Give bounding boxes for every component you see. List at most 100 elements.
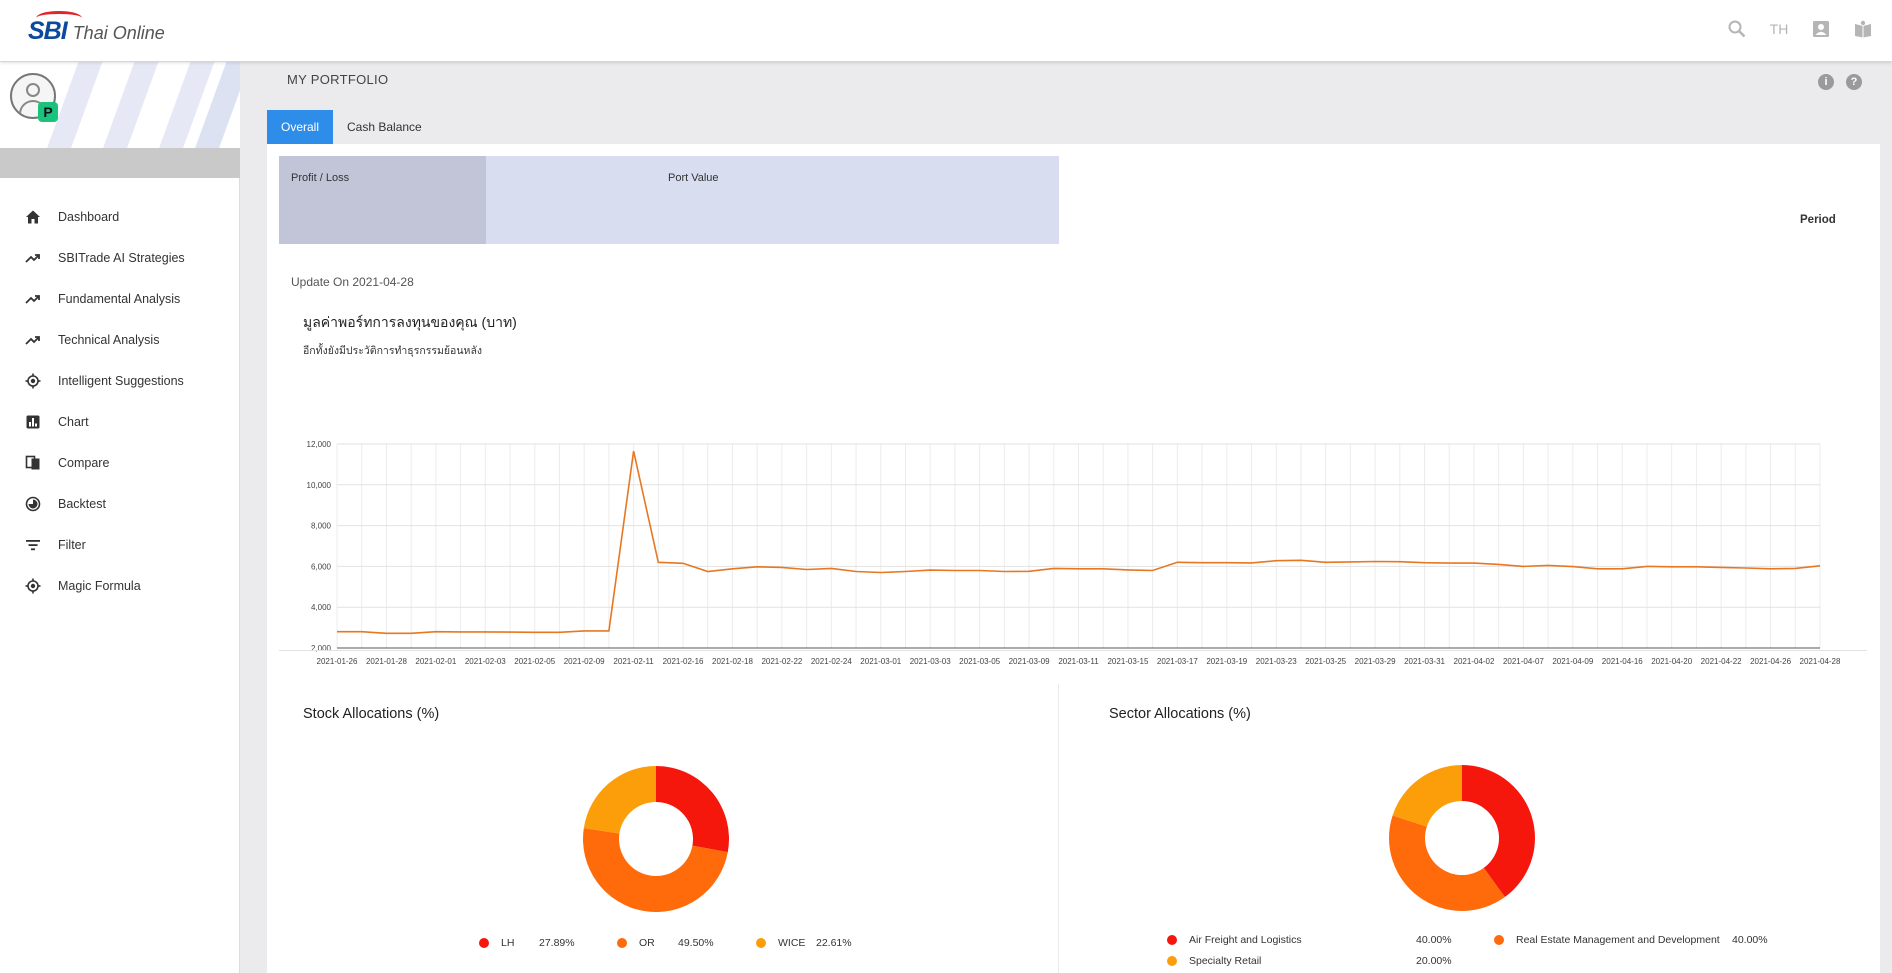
- user-card-icon[interactable]: [1810, 18, 1832, 40]
- main-content: MY PORTFOLIO i ? Overall Cash Balance Pr…: [240, 62, 1892, 973]
- legend-item[interactable]: Air Freight and Logistics 40.00%: [1167, 934, 1452, 946]
- donut-slice-real-estate-management-and-development[interactable]: [1389, 815, 1505, 911]
- legend-value: 40.00%: [1732, 934, 1768, 946]
- trend-icon: [24, 290, 42, 308]
- donut-slice-specialty-retail[interactable]: [1392, 765, 1462, 827]
- y-tick-label: 8,000: [311, 522, 332, 531]
- sidebar-item-dashboard[interactable]: Dashboard: [0, 196, 240, 237]
- search-icon[interactable]: [1726, 18, 1748, 40]
- target-icon: [24, 577, 42, 595]
- page-title: MY PORTFOLIO: [287, 72, 389, 87]
- sidebar-item-magic-formula[interactable]: Magic Formula: [0, 565, 240, 606]
- donut-slice-air-freight-and-logistics[interactable]: [1462, 765, 1535, 898]
- page-help-actions: i ?: [1818, 74, 1862, 90]
- chart-subtitle: อีกทั้งยังมีประวัติการทำธุรกรรมย้อนหลัง: [303, 345, 483, 357]
- x-tick-label: 2021-02-09: [564, 657, 605, 666]
- language-toggle[interactable]: TH: [1769, 21, 1789, 37]
- legend-item[interactable]: Specialty Retail 20.00%: [1167, 955, 1452, 967]
- bar-chart-icon: [24, 413, 42, 431]
- sidebar-item-ai-strategies[interactable]: SBITrade AI Strategies: [0, 237, 240, 278]
- donut-slice-lh[interactable]: [656, 766, 729, 853]
- legend-dot: [1167, 956, 1177, 966]
- legend-dot: [1167, 935, 1177, 945]
- x-tick-label: 2021-03-23: [1256, 657, 1297, 666]
- x-tick-label: 2021-02-22: [761, 657, 802, 666]
- legend-label: WICE: [778, 937, 806, 949]
- legend-label: LH: [501, 937, 515, 949]
- x-tick-label: 2021-03-11: [1058, 657, 1099, 666]
- info-icon[interactable]: i: [1818, 74, 1834, 90]
- legend-item[interactable]: LH 27.89%: [479, 937, 575, 949]
- x-tick-label: 2021-04-20: [1651, 657, 1692, 666]
- x-tick-label: 2021-03-01: [860, 657, 901, 666]
- section-divider: [279, 650, 1867, 651]
- tab-cash-balance[interactable]: Cash Balance: [347, 120, 422, 134]
- filter-icon: [24, 536, 42, 554]
- x-tick-label: 2021-03-15: [1107, 657, 1148, 666]
- legend-dot: [479, 938, 489, 948]
- sidebar-nav: Dashboard SBITrade AI Strategies Fundame…: [0, 196, 240, 606]
- top-bar: SBI Thai Online TH: [0, 0, 1892, 62]
- legend-value: 22.61%: [816, 937, 852, 949]
- sidebar-item-label: Fundamental Analysis: [58, 291, 181, 306]
- sidebar-item-label: Dashboard: [58, 209, 120, 224]
- x-tick-label: 2021-02-18: [712, 657, 753, 666]
- y-tick-label: 4,000: [311, 603, 332, 612]
- donut-slice-wice[interactable]: [583, 766, 656, 834]
- top-actions: TH: [1726, 18, 1874, 40]
- legend-label: Specialty Retail: [1189, 955, 1262, 967]
- help-icon[interactable]: ?: [1846, 74, 1862, 90]
- book-icon[interactable]: [1852, 18, 1874, 40]
- x-tick-label: 2021-02-11: [613, 657, 654, 666]
- y-tick-label: 10,000: [307, 481, 332, 490]
- port-value-series-line: [337, 450, 1821, 635]
- x-tick-label: 2021-04-16: [1602, 657, 1643, 666]
- tab-overall[interactable]: Overall: [267, 110, 334, 144]
- x-tick-label: 2021-04-28: [1800, 657, 1841, 666]
- x-tick-label: 2021-03-09: [1009, 657, 1050, 666]
- sector-allocation-donut: [1389, 765, 1535, 911]
- legend-item[interactable]: WICE 22.61%: [756, 937, 852, 949]
- sidebar-item-label: Chart: [58, 414, 89, 429]
- legend-dot: [617, 938, 627, 948]
- home-icon: [24, 208, 42, 226]
- legend-item[interactable]: OR 49.50%: [617, 937, 714, 949]
- banner-stripe: [97, 62, 163, 148]
- legend-dot: [1494, 935, 1504, 945]
- x-tick-label: 2021-02-01: [415, 657, 456, 666]
- period-label[interactable]: Period: [1800, 214, 1836, 226]
- overview-panel: Profit / Loss Port Value Period Update O…: [267, 144, 1880, 973]
- legend-label: Real Estate Management and Development: [1516, 934, 1720, 946]
- portfolio-tabs: Overall Cash Balance: [267, 110, 436, 144]
- x-tick-label: 2021-01-26: [317, 657, 358, 666]
- sidebar-item-filter[interactable]: Filter: [0, 524, 240, 565]
- trend-icon: [24, 331, 42, 349]
- compare-icon: [24, 454, 42, 472]
- sector-allocation-title: Sector Allocations (%): [1109, 706, 1251, 722]
- target-icon: [24, 372, 42, 390]
- y-tick-label: 12,000: [307, 440, 332, 449]
- backtest-icon: [24, 495, 42, 513]
- sidebar-item-technical[interactable]: Technical Analysis: [0, 319, 240, 360]
- brand-logo[interactable]: SBI Thai Online: [28, 11, 165, 46]
- x-tick-label: 2021-03-17: [1157, 657, 1198, 666]
- x-tick-label: 2021-02-16: [663, 657, 704, 666]
- x-tick-label: 2021-02-03: [465, 657, 506, 666]
- sidebar-item-chart[interactable]: Chart: [0, 401, 240, 442]
- sidebar-item-backtest[interactable]: Backtest: [0, 483, 240, 524]
- sidebar-item-fundamental[interactable]: Fundamental Analysis: [0, 278, 240, 319]
- legend-label: Air Freight and Logistics: [1189, 934, 1302, 946]
- legend-item[interactable]: Real Estate Management and Development 40…: [1494, 934, 1768, 946]
- x-tick-label: 2021-01-28: [366, 657, 407, 666]
- sidebar-item-label: Backtest: [58, 496, 106, 511]
- trend-icon: [24, 249, 42, 267]
- chart-title: มูลค่าพอร์ทการลงทุนของคุณ (บาท): [303, 314, 517, 330]
- sidebar-item-intelligent-suggestions[interactable]: Intelligent Suggestions: [0, 360, 240, 401]
- logo-swoosh: [36, 11, 82, 25]
- donut-slice-or[interactable]: [582, 828, 728, 913]
- sidebar-item-compare[interactable]: Compare: [0, 442, 240, 483]
- summary-cards: Profit / Loss Port Value: [279, 156, 1059, 244]
- port-value-line-chart: 2,000 4,000 6,000 8,000 10,000 12,000 2021-01-…: [307, 440, 1841, 666]
- port-value-card: Port Value: [486, 156, 1059, 244]
- x-tick-label: 2021-04-07: [1503, 657, 1544, 666]
